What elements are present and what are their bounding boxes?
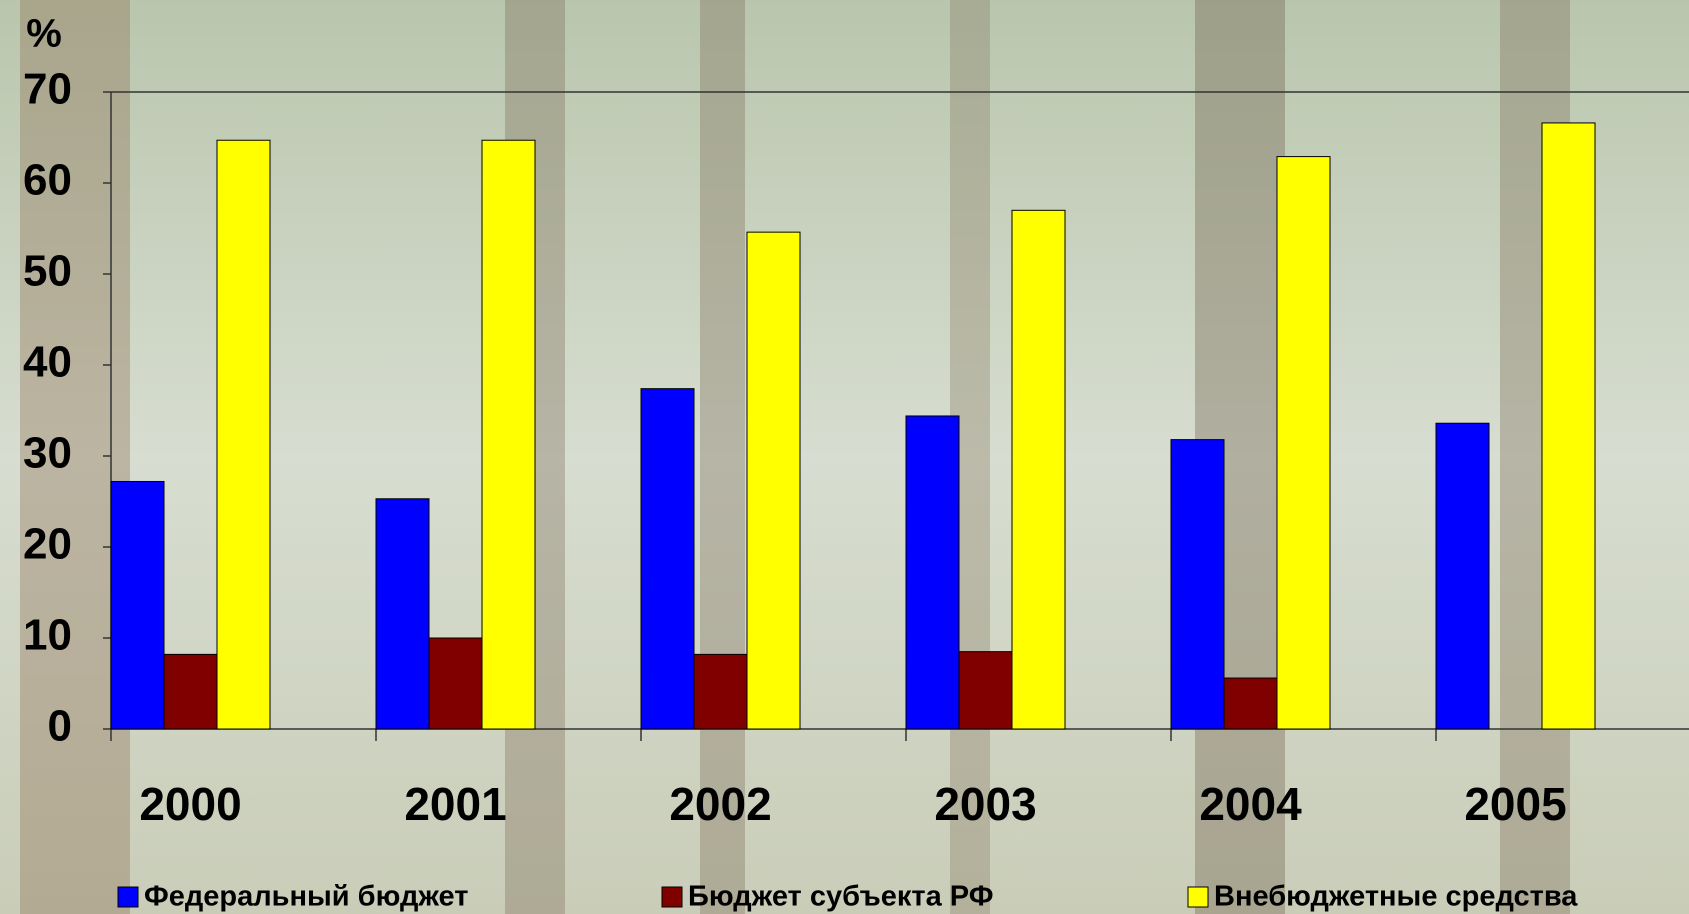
legend-label: Внебюджетные средства	[1214, 881, 1578, 913]
bar	[746, 231, 801, 730]
x-tick-label: 2000	[139, 778, 241, 830]
bar	[163, 653, 218, 730]
bar	[958, 651, 1013, 730]
x-tick-label: 2001	[404, 778, 506, 830]
bar	[1276, 156, 1331, 730]
x-tick-label: 2004	[1199, 778, 1302, 830]
bar	[428, 637, 483, 730]
x-tick-label: 2003	[934, 778, 1036, 830]
legend-swatch	[117, 886, 139, 908]
y-tick-label: 20	[23, 520, 72, 569]
x-tick-label: 2002	[669, 778, 771, 830]
bar	[640, 388, 695, 730]
y-tick-label: 0	[48, 702, 72, 751]
legend-label: Бюджет субъекта РФ	[688, 881, 994, 913]
bar	[1541, 122, 1596, 730]
legend-swatch	[661, 886, 683, 908]
legend-swatch	[1187, 886, 1209, 908]
y-tick-label: 30	[23, 429, 72, 478]
y-tick-label: 40	[23, 338, 72, 387]
legend-label: Федеральный бюджет	[144, 881, 469, 913]
bar	[375, 498, 430, 730]
bar	[1011, 209, 1066, 730]
y-axis-label: %	[26, 12, 62, 56]
x-tick-label: 2005	[1464, 778, 1566, 830]
bar	[1170, 439, 1225, 730]
bar	[481, 139, 536, 730]
bar	[110, 480, 165, 730]
bar	[1223, 677, 1278, 730]
y-tick-label: 10	[23, 611, 72, 660]
y-tick-label: 70	[23, 65, 72, 114]
y-tick-label: 50	[23, 247, 72, 296]
y-tick-label: 60	[23, 156, 72, 205]
bar	[693, 653, 748, 730]
bar	[905, 415, 960, 730]
bar	[1435, 422, 1490, 730]
bar	[216, 139, 271, 730]
